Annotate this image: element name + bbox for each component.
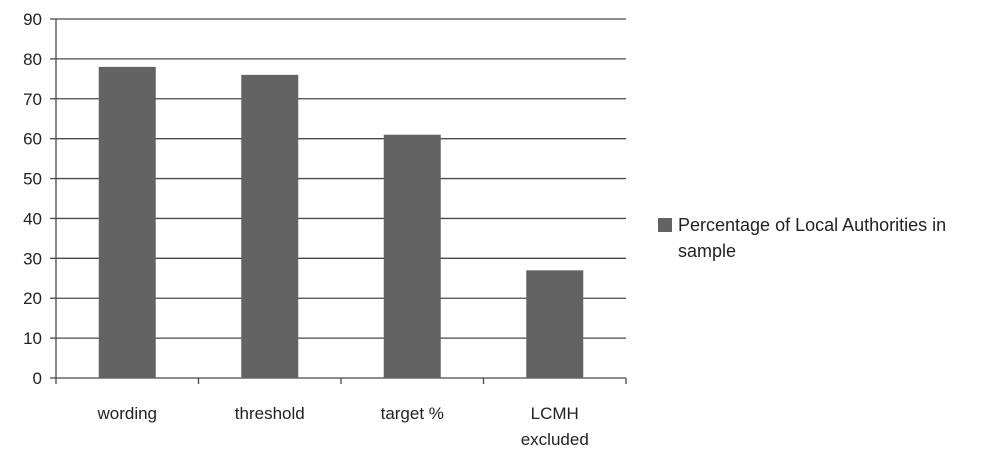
x-tick-label: wording: [96, 404, 157, 423]
y-tick-label: 90: [23, 10, 42, 29]
legend-label: Percentage of Local Authorities in sampl…: [678, 215, 947, 261]
y-tick-label: 10: [23, 329, 42, 348]
x-tick-label: LCMH: [531, 404, 579, 423]
y-tick-label: 20: [23, 289, 42, 308]
bar-wording: [98, 66, 156, 378]
bar-lcmh-excluded: [526, 270, 584, 378]
y-tick-label: 30: [23, 249, 42, 268]
bar-threshold: [241, 74, 299, 378]
y-tick-label: 0: [33, 369, 42, 388]
y-tick-label: 70: [23, 90, 42, 109]
bar-target-: [383, 134, 441, 378]
x-tick-label: target %: [381, 404, 444, 423]
x-tick-label: threshold: [235, 404, 305, 423]
y-tick-label: 60: [23, 130, 42, 149]
y-tick-label: 40: [23, 209, 42, 228]
y-tick-label: 80: [23, 50, 42, 69]
x-tick-label: excluded: [521, 430, 589, 449]
legend-swatch: [658, 218, 672, 232]
chart-legend: Percentage of Local Authorities in sampl…: [658, 212, 988, 264]
y-tick-label: 50: [23, 170, 42, 189]
